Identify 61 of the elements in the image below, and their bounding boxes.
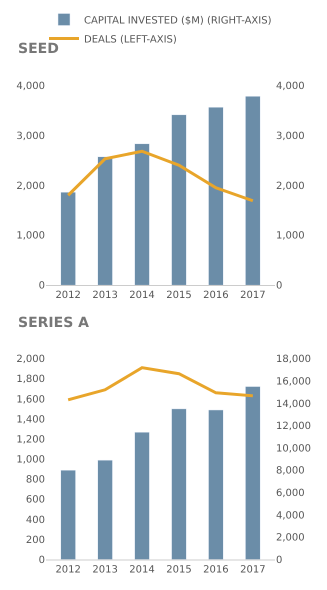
- y2-tick-label: 12,000: [276, 421, 311, 432]
- y2-tick-label: 3,000: [276, 130, 305, 142]
- y-tick-label: 1,400: [16, 414, 45, 426]
- bar: [97, 156, 113, 286]
- y2-tick-label: 2,000: [276, 180, 305, 192]
- y2-tick-label: 4,000: [276, 510, 305, 522]
- y2-tick-label: 4,000: [276, 80, 305, 92]
- x-tick-label: 2017: [240, 564, 266, 576]
- x-tick-label: 2014: [129, 290, 155, 302]
- x-tick-label: 2016: [203, 290, 229, 302]
- line-series: [66, 150, 254, 202]
- y2-tick-label: 6,000: [276, 488, 305, 500]
- y-tick-label: 1,200: [16, 434, 45, 446]
- chart-title: SEED: [18, 41, 59, 57]
- bar: [208, 107, 224, 286]
- y-tick-label: 200: [26, 534, 45, 546]
- y-tick-label: 1,800: [16, 374, 45, 386]
- y2-tick-label: 0: [276, 280, 282, 292]
- y-tick-label: 0: [38, 554, 45, 566]
- y2-tick-label: 10,000: [276, 443, 311, 454]
- y-tick-label: 4,000: [16, 80, 45, 92]
- x-tick-label: 2015: [166, 290, 192, 302]
- y2-tick-label: 18,000: [276, 354, 311, 366]
- bar: [208, 410, 224, 560]
- legend-label: DEALS (LEFT-AXIS): [84, 34, 177, 46]
- y2-tick-label: 16,000: [276, 376, 311, 388]
- y-tick-label: 400: [26, 514, 45, 526]
- legend-label: CAPITAL INVESTED ($M) (RIGHT-AXIS): [84, 15, 272, 26]
- y-tick-label: 0: [38, 280, 45, 292]
- bar: [60, 192, 76, 286]
- bar: [171, 408, 187, 560]
- y2-tick-label: 14,000: [276, 398, 311, 410]
- x-tick-label: 2016: [203, 564, 229, 576]
- x-tick-label: 2013: [92, 564, 118, 576]
- line-series: [66, 366, 254, 402]
- chart-title: SERIES A: [18, 315, 90, 331]
- y-tick-label: 3,000: [16, 130, 45, 142]
- x-tick-label: 2017: [240, 290, 266, 302]
- y-tick-label: 600: [26, 494, 45, 506]
- y2-tick-label: 1,000: [276, 230, 305, 242]
- y-tick-label: 1,000: [16, 230, 45, 242]
- y-tick-label: 800: [26, 474, 45, 486]
- y-tick-label: 2,000: [16, 354, 45, 366]
- bar: [134, 432, 150, 560]
- bar: [245, 386, 260, 560]
- y2-tick-label: 2,000: [276, 532, 305, 544]
- x-tick-label: 2012: [55, 564, 81, 576]
- y-tick-label: 1,600: [16, 394, 45, 406]
- y-tick-label: 2,000: [16, 180, 45, 192]
- y-tick-label: 1,000: [16, 454, 45, 466]
- bar: [97, 460, 113, 560]
- bar: [60, 470, 76, 560]
- x-tick-label: 2013: [92, 290, 118, 302]
- bar: [171, 114, 187, 286]
- bar: [245, 96, 260, 286]
- x-tick-label: 2012: [55, 290, 81, 302]
- y2-tick-label: 8,000: [276, 466, 305, 477]
- bar: [134, 144, 150, 286]
- x-tick-label: 2015: [166, 564, 192, 576]
- y2-tick-label: 0: [276, 554, 282, 566]
- x-tick-label: 2014: [129, 564, 155, 576]
